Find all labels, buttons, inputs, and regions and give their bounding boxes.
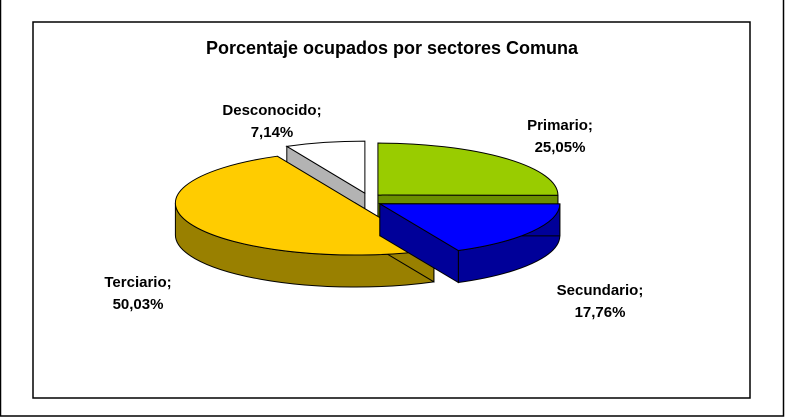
pie-slice <box>378 203 561 252</box>
data-label-value: 25,05% <box>535 139 586 156</box>
data-label-name: Desconocido; <box>222 102 321 119</box>
data-label-value: 7,14% <box>251 124 294 141</box>
data-label-name: Primario; <box>527 117 593 134</box>
data-label-name: Secundario; <box>557 282 644 299</box>
pie-slice <box>377 142 559 196</box>
pie-slice <box>285 140 366 195</box>
data-label-value: 17,76% <box>575 304 626 321</box>
data-label-value: 50,03% <box>113 296 164 313</box>
chart-title: Porcentaje ocupados por sectores Comuna <box>206 38 579 58</box>
pie-slice <box>174 155 436 256</box>
pie <box>174 140 561 288</box>
data-label-name: Terciario; <box>104 274 171 291</box>
